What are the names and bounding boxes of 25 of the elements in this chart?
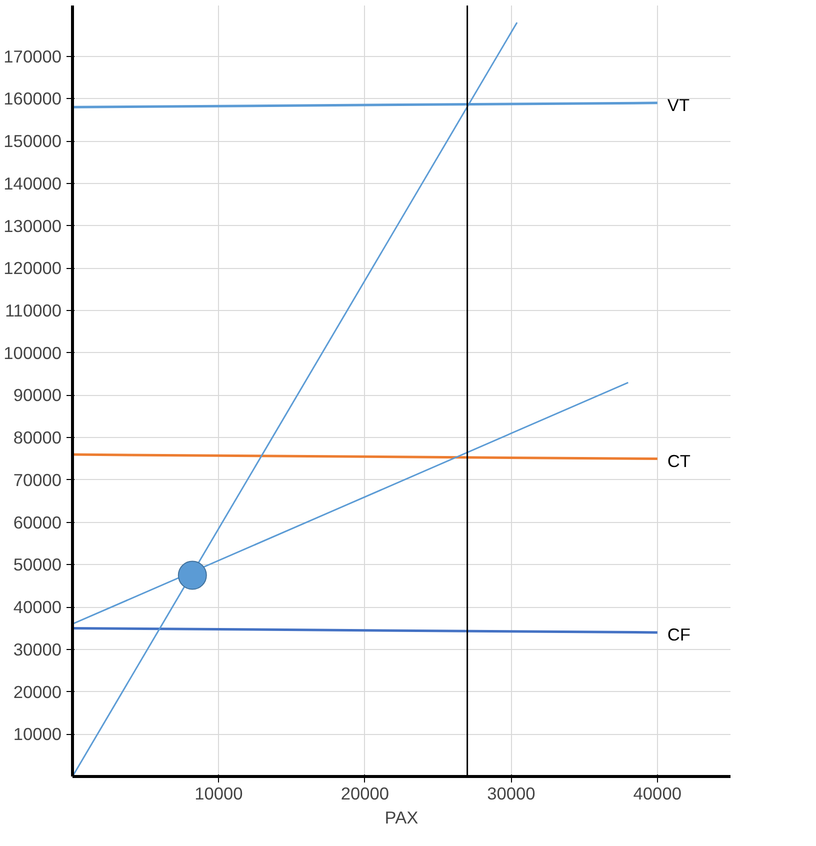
- y-tick-label: 130000: [4, 216, 62, 236]
- x-axis-title: PAX: [384, 808, 419, 828]
- x-tick-label: 10000: [194, 784, 243, 804]
- x-tick-label: 40000: [633, 784, 682, 804]
- y-tick-label: 110000: [4, 300, 62, 321]
- y-tick-label: 120000: [4, 258, 62, 278]
- y-tick-label: 140000: [4, 173, 62, 194]
- y-tick-label: 10000: [13, 724, 62, 744]
- y-tick-label: 20000: [13, 682, 62, 702]
- y-tick-label: 170000: [4, 46, 62, 66]
- y-tick-label: 40000: [13, 597, 62, 618]
- y-tick-label: 50000: [13, 554, 62, 575]
- y-tick-label: 80000: [13, 428, 62, 448]
- y-tick-label: 60000: [13, 512, 62, 532]
- y-tick-label: 160000: [4, 88, 62, 109]
- series-label: CT: [667, 450, 691, 471]
- y-tick-label: 30000: [13, 639, 62, 660]
- y-tick-label: 90000: [13, 385, 62, 406]
- y-tick-label: 100000: [4, 342, 62, 363]
- series-label: VT: [667, 94, 690, 115]
- y-tick-label: 150000: [4, 131, 62, 152]
- series-label: CF: [667, 624, 690, 644]
- x-tick-label: 30000: [487, 784, 536, 804]
- y-tick-label: 70000: [13, 470, 62, 490]
- x-tick-label: 20000: [340, 784, 390, 804]
